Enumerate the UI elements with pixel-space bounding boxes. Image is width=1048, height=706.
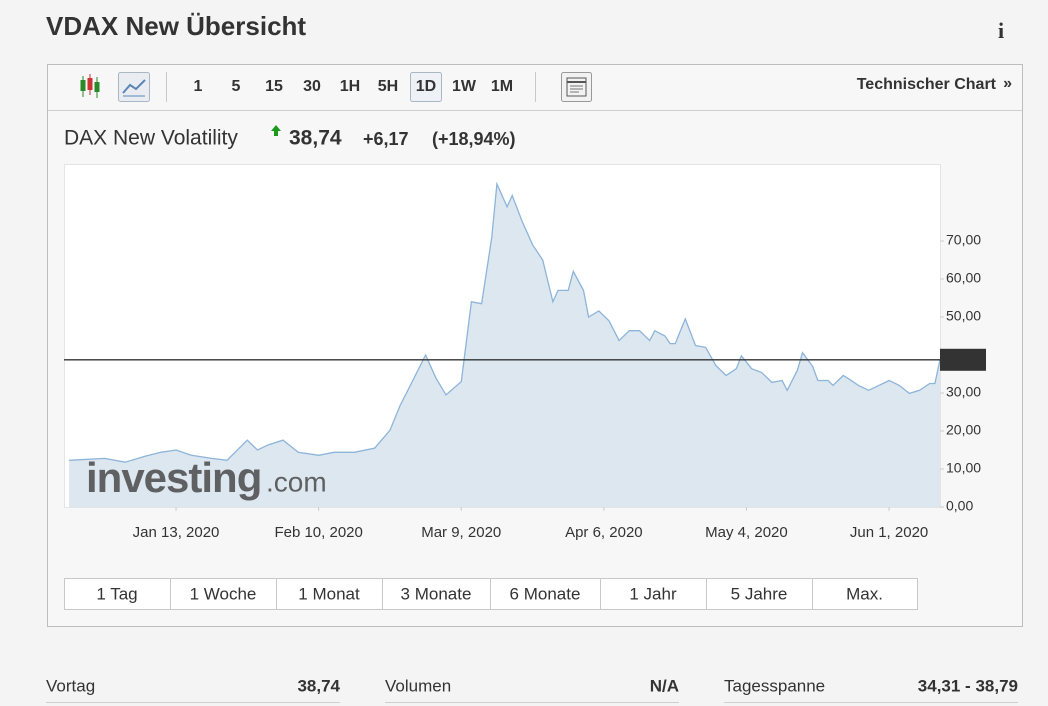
stat-value: 38,74 (297, 676, 340, 695)
technical-chart-link[interactable]: Technischer Chart » (857, 75, 1012, 93)
x-tick-label: Jan 13, 2020 (133, 524, 220, 541)
interval-button[interactable]: 1M (491, 78, 513, 95)
x-tick-label: Apr 6, 2020 (565, 524, 643, 541)
range-button-label[interactable]: 1 Tag (96, 584, 137, 603)
link-arrow[interactable]: » (1003, 75, 1012, 92)
info-icon[interactable]: i (998, 18, 1004, 43)
page-title: VDAX New Übersicht (46, 11, 306, 41)
x-tick-label: May 4, 2020 (705, 524, 788, 541)
y-tick-label: 0,00 (946, 498, 973, 514)
y-tick-label: 70,00 (946, 232, 981, 248)
candle-icon[interactable] (80, 74, 100, 98)
range-button-label[interactable]: 5 Jahre (731, 584, 788, 603)
stat-label: Volumen (385, 676, 451, 695)
range-button[interactable] (812, 578, 918, 610)
y-tick-label: 20,00 (946, 422, 981, 438)
interval-button[interactable]: 15 (265, 78, 283, 95)
range-button[interactable] (276, 578, 383, 610)
stat-label: Tagesspanne (724, 676, 825, 695)
stat-value: N/A (650, 676, 679, 695)
range-button[interactable] (64, 578, 171, 610)
change-percent: (+18,94%) (432, 129, 516, 149)
range-button-label[interactable]: 6 Monate (510, 584, 581, 603)
range-buttons: 1 Tag 1 Woche 1 Monat 3 Monate 6 Monate 1 Jah… (64, 578, 918, 610)
range-button[interactable] (490, 578, 601, 610)
link-text[interactable]: Technischer Chart (857, 76, 997, 93)
y-tick-label: 50,00 (946, 308, 981, 324)
instrument-name: DAX New Volatility (64, 127, 238, 150)
y-tick-label: 30,00 (946, 384, 981, 400)
x-tick-label: Feb 10, 2020 (274, 524, 362, 541)
line-chart-icon[interactable] (118, 72, 150, 102)
interval-button[interactable]: 5 (232, 78, 241, 95)
plot: 0,0010,0020,0030,0040,0050,0060,0070,00J… (64, 181, 986, 541)
y-tick-label: 60,00 (946, 270, 981, 286)
interval-selected-box[interactable] (410, 72, 442, 102)
current-value-badge (940, 348, 986, 371)
interval-button[interactable]: 5H (378, 78, 398, 95)
x-tick-label: Jun 1, 2020 (850, 524, 928, 541)
line (69, 181, 941, 463)
y-tick-label: 10,00 (946, 460, 981, 476)
stat-value: 34,31 - 38,79 (918, 676, 1018, 695)
change: +6,17 (363, 129, 409, 149)
range-button-label[interactable]: 1 Woche (190, 584, 257, 603)
range-button-label[interactable]: 1 Monat (298, 584, 360, 603)
up-arrow (271, 125, 281, 136)
range-button-label[interactable]: 1 Jahr (629, 584, 677, 603)
price: 38,74 (289, 127, 342, 150)
range-button[interactable] (170, 578, 277, 610)
area (69, 184, 941, 507)
range-button[interactable] (600, 578, 707, 610)
current-value-label: 38,74 (945, 351, 980, 367)
interval-button[interactable]: 1D (416, 78, 436, 95)
x-tick-label: Mar 9, 2020 (421, 524, 501, 541)
layout-icon[interactable] (561, 72, 592, 102)
range-button[interactable] (382, 578, 491, 610)
interval-button[interactable]: 1W (452, 78, 477, 95)
range-button-label[interactable]: Max. (846, 584, 883, 603)
stat-label: Vortag (46, 676, 95, 695)
interval-button[interactable]: 30 (303, 78, 321, 95)
interval-button[interactable]: 1H (340, 78, 360, 95)
watermark-brand: investing (86, 454, 261, 501)
range-button-label[interactable]: 3 Monate (401, 584, 472, 603)
watermark-domain: .com (266, 466, 327, 497)
interval-button[interactable]: 1 (194, 78, 203, 95)
stats: Vortag 38,74 Volumen N/A Tagesspanne 34,31 - … (46, 676, 1018, 703)
